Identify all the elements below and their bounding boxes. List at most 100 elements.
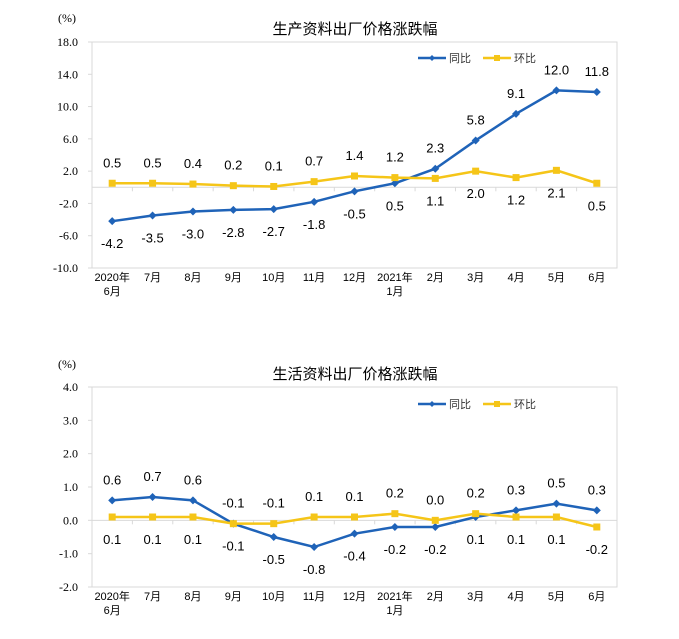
x-tick-label: 8月 [184,272,201,284]
data-point [512,506,521,515]
x-tick-label: 6月 [588,272,605,284]
data-label: 0.6 [103,472,121,487]
data-point [108,496,117,505]
data-point [270,520,278,528]
data-point [229,182,237,190]
data-point [148,493,157,501]
x-tick-label: 9月 [225,591,242,603]
data-point [108,179,116,187]
data-label: -0.1 [222,539,244,554]
data-point [390,523,399,531]
x-tick-label: 3月 [467,272,484,284]
x-tick-label: 1月 [386,605,403,617]
data-label: -0.2 [384,542,406,557]
data-label: 0.1 [103,532,121,547]
x-tick-label: 12月 [343,272,366,284]
data-point [552,166,560,174]
data-label: 0.4 [184,156,202,171]
legend-label: 环比 [514,398,536,411]
data-label: 0.1 [184,532,202,547]
data-label: -2.7 [263,224,285,239]
data-label: -0.2 [424,542,446,557]
y-tick-label: 14.0 [57,67,78,81]
data-point [350,529,359,538]
data-label: 12.0 [544,62,569,77]
plot-area [91,386,618,588]
data-label: 0.1 [507,532,525,547]
y-tick-label: -10.0 [53,261,78,275]
data-label: 0.5 [547,476,565,491]
data-label: 1.4 [345,148,363,163]
data-point [593,179,601,187]
data-label: 2.0 [467,186,485,201]
x-tick-label: 6月 [104,605,121,617]
data-point [149,513,157,521]
x-tick-label: 2月 [427,591,444,603]
data-label: -0.4 [343,549,365,564]
x-tick-label: 11月 [303,272,325,284]
data-point [552,86,561,95]
x-tick-label: 10月 [262,591,285,603]
y-tick-label: 4.0 [63,380,78,394]
legend-marker [429,55,435,61]
x-tick-label: 4月 [507,272,524,284]
x-tick-label: 5月 [548,591,565,603]
data-label: -4.2 [101,236,123,251]
data-label: 0.5 [386,198,404,213]
data-point [188,496,197,505]
data-point [269,533,278,541]
data-label: 1.2 [507,193,525,208]
data-label: -1.8 [303,217,325,232]
y-tick-label: 6.0 [63,132,78,146]
data-label: -3.0 [182,227,204,242]
legend-marker [494,55,500,61]
data-label: 0.5 [144,155,162,170]
chart-0: 生产资料出厂价格涨跌幅 (%) -10.0 -6.0 -2.0 2.0 6.0 10.0 14.… [53,11,618,298]
data-point [391,174,399,182]
x-tick-label: 2020年 [94,270,129,284]
data-label: 0.7 [305,154,323,169]
x-tick-label: 2月 [427,272,444,284]
data-point [149,179,157,187]
y-tick-label: 3.0 [63,413,78,427]
data-label: -0.2 [586,542,608,557]
legend-marker [494,401,500,407]
data-point [471,136,480,145]
data-label: 0.5 [103,155,121,170]
x-tick-label: 10月 [262,272,285,284]
data-point [229,520,237,528]
y-tick-label: -2.0 [59,580,78,594]
data-label: 0.1 [547,532,565,547]
data-point [592,88,601,97]
y-tick-label: -1.0 [59,547,78,561]
data-label: -3.5 [141,231,163,246]
data-point [108,513,116,521]
data-label: 0.1 [305,489,323,504]
data-point [350,187,359,196]
data-label: 11.8 [585,64,609,79]
x-tick-label: 4月 [507,591,524,603]
data-point [472,167,480,175]
data-label: 2.1 [547,185,565,200]
x-tick-label: 11月 [303,591,325,603]
legend-label: 环比 [514,52,536,65]
data-label: -0.5 [343,206,365,221]
y-tick-label: 18.0 [57,35,78,49]
data-point [593,523,601,531]
data-point [390,179,399,188]
y-tick-label: 0.0 [63,513,78,527]
data-point [189,180,197,188]
x-tick-label: 6月 [104,286,121,298]
y-tick-label: 10.0 [57,100,78,114]
data-point [512,109,521,118]
legend-marker [429,401,435,407]
data-label: 0.1 [144,532,162,547]
y-tick-label: -6.0 [59,229,78,243]
data-point [310,513,318,521]
data-point [431,174,439,182]
data-label: -0.1 [263,496,285,511]
data-label: 0.3 [588,482,606,497]
x-tick-label: 2021年 [377,589,412,603]
y-tick-label: 2.0 [63,447,78,461]
